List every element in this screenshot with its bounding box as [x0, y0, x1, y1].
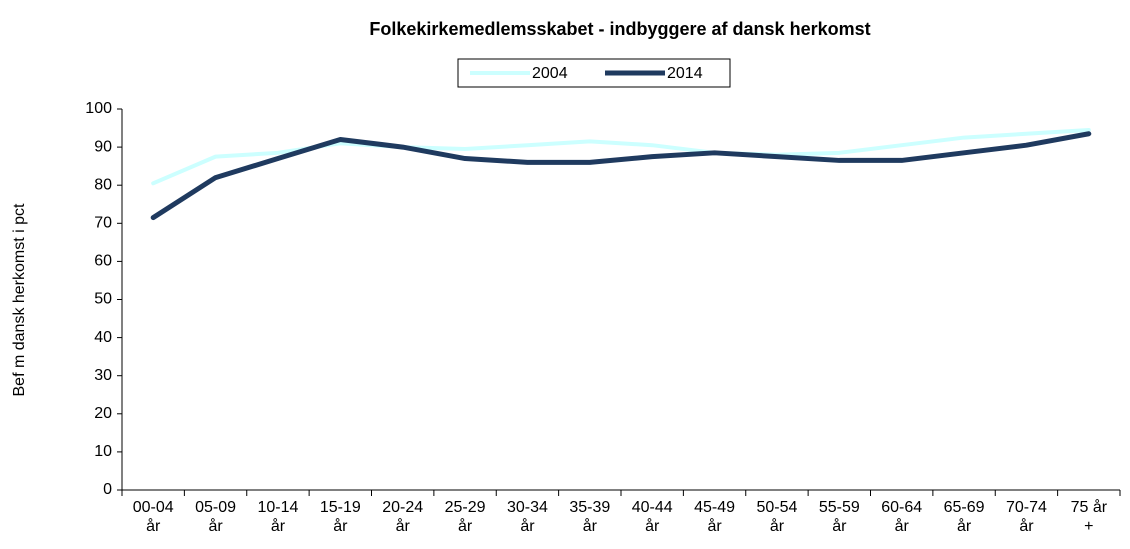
x-tick-label: 50-54 år: [756, 499, 798, 535]
y-tick-label: 80: [94, 176, 112, 193]
y-tick-label: 30: [94, 367, 112, 384]
x-tick-label: 70-74 år: [1005, 499, 1047, 535]
x-tick-label: 45-49 år: [694, 499, 736, 535]
y-tick-label: 50: [94, 291, 112, 308]
x-tick-label: 20-24 år: [382, 499, 424, 535]
x-tick-label: 35-39 år: [569, 499, 611, 535]
x-tick-label: 05-09 år: [195, 499, 237, 535]
x-tick-label: 60-64 år: [881, 499, 923, 535]
y-tick-label: 100: [85, 100, 112, 117]
y-tick-label: 40: [94, 329, 112, 346]
x-tick-label: 40-44 år: [631, 499, 673, 535]
x-tick-label: 30-34 år: [506, 499, 548, 535]
chart-title: Folkekirkemedlemsskabet - indbyggere af …: [369, 19, 870, 39]
x-tick-label: 55-59 år: [818, 499, 860, 535]
x-tick-label: 00-04 år: [132, 499, 174, 535]
y-tick-label: 20: [94, 405, 112, 422]
y-tick-label: 0: [103, 481, 112, 498]
line-series: [150, 131, 1092, 221]
x-tick-label: 75 år +: [1070, 499, 1108, 535]
x-tick-label: 25-29 år: [444, 499, 486, 535]
x-tick-label: 65-69 år: [943, 499, 985, 535]
x-tick-label: 10-14 år: [257, 499, 299, 535]
y-tick-label: 10: [94, 443, 112, 460]
y-tick-label: 60: [94, 253, 112, 270]
legend-label: 2004: [532, 65, 568, 82]
legend-label: 2014: [667, 65, 703, 82]
y-axis-title: Bef m dansk herkomst i pct: [11, 203, 28, 397]
x-tick-label: 15-19 år: [319, 499, 361, 535]
y-tick-label: 70: [94, 215, 112, 232]
y-tick-label: 90: [94, 138, 112, 155]
